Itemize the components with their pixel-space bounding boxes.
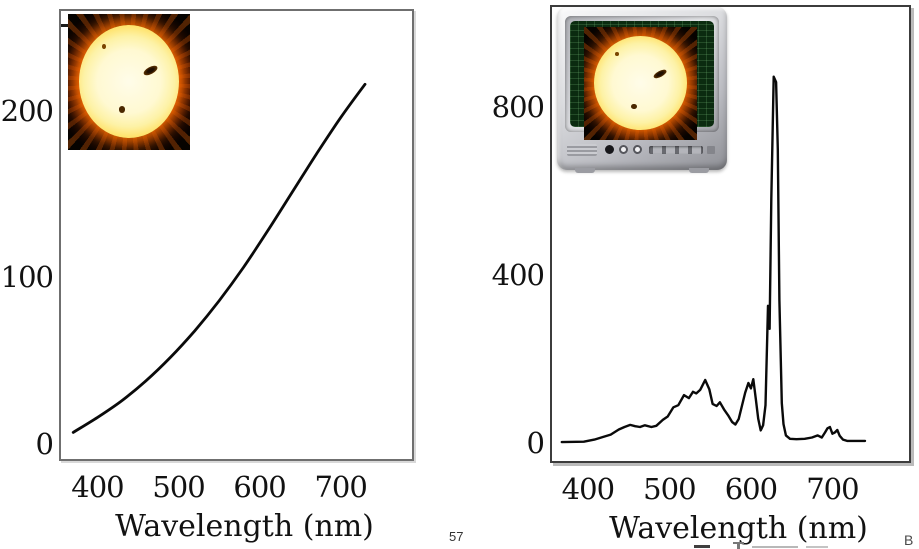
y-tick-label: 0 <box>35 427 54 461</box>
y-tick-label: 200 <box>0 93 54 128</box>
x-tick-label: 700 <box>314 470 367 504</box>
y-tick-label: 800 <box>491 90 545 125</box>
spectrum-curve <box>71 82 367 434</box>
sun-disk <box>78 24 179 138</box>
sun-photo <box>68 14 190 150</box>
sunspot <box>101 44 106 49</box>
tv-button <box>707 146 715 154</box>
clipped-next-line-text-fragment <box>733 542 744 544</box>
x-tick-label: 600 <box>724 472 778 506</box>
x-tick-label: 500 <box>152 470 205 504</box>
spectrum-curve-path <box>71 82 367 434</box>
corner-letter-fragment: B <box>904 532 914 548</box>
clipped-next-line-text-fragment <box>806 546 828 548</box>
clipped-next-line-text-fragment <box>752 546 798 548</box>
y-minor-tick-mark <box>61 24 71 27</box>
tv-button-strip <box>649 146 703 154</box>
plot-frame-sunlight <box>59 9 414 461</box>
y-tick-label: 100 <box>0 260 54 295</box>
x-tick-label: 400 <box>561 472 615 506</box>
tv-foot <box>689 168 709 173</box>
tv-power-knob <box>605 145 614 154</box>
plot-frame-crt <box>550 5 911 463</box>
tv-foot <box>575 168 595 173</box>
x-tick-label: 400 <box>71 470 124 504</box>
y-tick-label: 400 <box>491 258 545 293</box>
tv-knob <box>619 145 628 154</box>
crt-tv-photo <box>557 7 727 173</box>
y-tick-label: 0 <box>526 425 545 460</box>
x-axis-title: Wavelength (nm) <box>115 509 374 544</box>
tv-knob <box>633 145 642 154</box>
sunspot <box>118 106 126 113</box>
x-tick-label: 700 <box>806 472 859 506</box>
sunspot <box>615 51 620 56</box>
tv-speaker-grille <box>567 144 597 156</box>
sun-disk <box>594 36 687 130</box>
x-tick-label: 500 <box>643 472 696 506</box>
sunspot <box>631 103 638 110</box>
sun-photo-on-tv-screen <box>584 27 697 140</box>
clipped-next-line-text-fragment <box>694 545 710 548</box>
spectrum-curve-path <box>560 75 867 444</box>
spectrum-curve <box>560 75 867 444</box>
clipped-next-line-text-fragment <box>737 542 740 549</box>
sunspot <box>652 67 668 80</box>
page-number: 57 <box>449 529 464 544</box>
x-tick-label: 600 <box>233 470 286 504</box>
x-axis-title: Wavelength (nm) <box>609 511 868 546</box>
